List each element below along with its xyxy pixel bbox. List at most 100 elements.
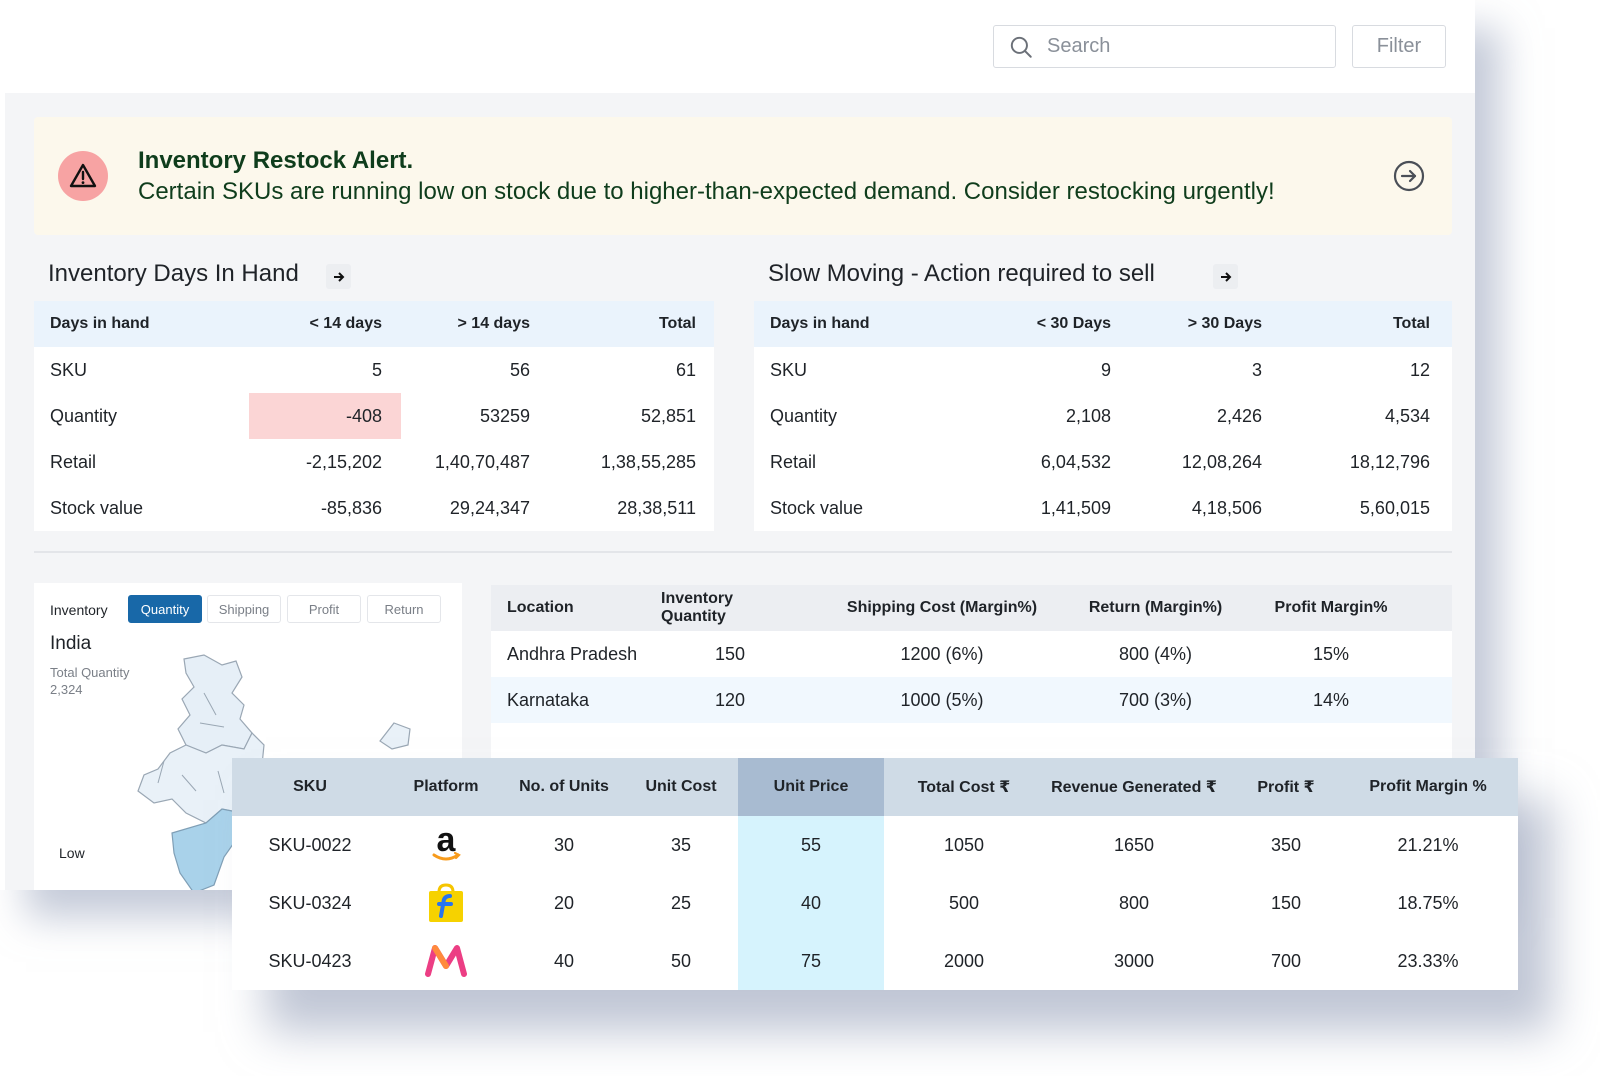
table-header: SKU Platform No. of Units Unit Cost Unit…: [232, 758, 1518, 816]
table-cell: 2,426: [1216, 405, 1262, 426]
table-cell: 14%: [1312, 689, 1350, 710]
india-map[interactable]: [124, 653, 424, 890]
search-input[interactable]: Search: [993, 25, 1336, 68]
table-cell: -2,15,202: [305, 451, 382, 472]
section-divider: [34, 551, 1452, 553]
table-row: Stock value -85,836 29,24,347 28,38,511: [34, 485, 714, 531]
margin-cell: 18.75%: [1397, 892, 1459, 913]
tab-return[interactable]: Return: [367, 595, 441, 623]
search-icon: [1010, 36, 1032, 58]
table-cell: 1000 (5%): [900, 689, 984, 710]
table-cell: 1,38,55,285: [600, 451, 696, 472]
map-region-north[interactable]: [177, 654, 253, 754]
country-name: India: [50, 633, 92, 654]
tab-profit[interactable]: Profit: [287, 595, 361, 623]
arrow-circle-right-icon[interactable]: [1393, 160, 1425, 192]
platform-cell: a: [388, 816, 504, 874]
header-cell: Total: [658, 315, 696, 332]
map-region-east[interactable]: [379, 722, 411, 750]
table-cell: -85,836: [320, 497, 382, 518]
header-cell: < 30 Days: [1036, 315, 1111, 332]
header-cell: > 30 Days: [1187, 315, 1262, 332]
header-cell: No. of Units: [519, 778, 609, 795]
sku-code: SKU-0423: [268, 950, 352, 971]
row-label: Stock value: [770, 497, 864, 518]
header-cell: Profit ₹: [1257, 779, 1315, 796]
table-header: Days in hand < 30 Days > 30 Days Total: [754, 301, 1452, 347]
profit-cell: 350: [1270, 834, 1302, 855]
table-row[interactable]: SKU-0423 40 50 75 2000 3000 700 23.33%: [232, 932, 1518, 990]
table-cell: 28,38,511: [617, 497, 696, 518]
header-cell: Revenue Generated ₹: [1051, 779, 1217, 796]
search-placeholder: Search: [1047, 35, 1111, 57]
header-cell: Days in hand: [50, 315, 150, 332]
days-in-hand-open-button[interactable]: [326, 264, 351, 289]
table-cell: 56: [509, 359, 530, 380]
alert-title: Inventory Restock Alert.: [138, 147, 414, 174]
table-row: SKU 5 56 61: [34, 347, 714, 393]
slow-moving-open-button[interactable]: [1213, 264, 1238, 289]
table-row[interactable]: SKU-0022 a 30 35 55 1050 1650 350 21.21%: [232, 816, 1518, 874]
table-cell: 700 (3%): [1118, 689, 1193, 710]
profit-cell: 150: [1270, 892, 1302, 913]
table-cell: 1,40,70,487: [434, 451, 530, 472]
header-cell: SKU: [293, 778, 327, 795]
dashboard-window: Search Filter Inventory Restock Alert. C…: [5, 25, 1475, 890]
unit-cost-cell: 50: [670, 950, 692, 971]
header-cell: Unit Cost: [645, 778, 717, 795]
table-cell: 1,41,509: [1040, 497, 1111, 518]
warning-icon: [58, 151, 108, 201]
units-cell: 20: [553, 892, 575, 913]
table-cell: 53259: [479, 405, 530, 426]
revenue-cell: 1650: [1113, 834, 1155, 855]
header-cell: Profit Margin %: [1369, 778, 1487, 795]
tab-shipping[interactable]: Shipping: [207, 595, 281, 623]
table-row[interactable]: Karnataka 120 1000 (5%) 700 (3%) 14%: [491, 677, 1452, 723]
unit-price-cell: 75: [738, 932, 884, 990]
margin-cell: 23.33%: [1397, 950, 1459, 971]
days-in-hand-title: Inventory Days In Hand: [48, 260, 299, 287]
margin-cell: 21.21%: [1397, 834, 1459, 855]
unit-price-cell: 55: [738, 816, 884, 874]
slow-moving-table: Days in hand < 30 Days > 30 Days Total S…: [754, 301, 1452, 531]
unit-cost-cell: 35: [670, 834, 692, 855]
row-label: Stock value: [50, 497, 144, 518]
table-cell: 120: [714, 689, 746, 710]
table-cell: 5: [371, 359, 382, 380]
table-cell: 12,08,264: [1181, 451, 1262, 472]
table-cell: 150: [714, 643, 746, 664]
total-cost-cell: 500: [948, 892, 980, 913]
inventory-label: Inventory: [50, 602, 108, 618]
tab-quantity[interactable]: Quantity: [128, 595, 202, 623]
header-cell-highlighted: Unit Price: [738, 758, 884, 816]
table-row[interactable]: Andhra Pradesh 150 1200 (6%) 800 (4%) 15…: [491, 631, 1452, 677]
map-region-south[interactable]: [171, 808, 243, 890]
location-name: Andhra Pradesh: [507, 643, 638, 664]
header-cell: Profit Margin%: [1274, 599, 1388, 616]
table-row: Quantity -408 53259 52,851: [34, 393, 714, 439]
table-row: Retail 6,04,532 12,08,264 18,12,796: [754, 439, 1452, 485]
table-row: SKU 9 3 12: [754, 347, 1452, 393]
table-cell: 15%: [1312, 643, 1350, 664]
table-cell: 800 (4%): [1118, 643, 1193, 664]
filter-button[interactable]: Filter: [1352, 25, 1446, 68]
units-cell: 40: [553, 950, 575, 971]
table-cell: 6,04,532: [1040, 451, 1111, 472]
unit-cost-cell: 25: [670, 892, 692, 913]
table-cell: 61: [675, 359, 696, 380]
header-cell: Shipping Cost (Margin%): [846, 599, 1038, 616]
row-label: SKU: [50, 359, 88, 380]
table-row[interactable]: SKU-0324 20 25 40 500 800 150 18.75%: [232, 874, 1518, 932]
table-header: Location Inventory Quantity Shipping Cos…: [491, 585, 1452, 631]
table-cell: 4,534: [1384, 405, 1430, 426]
table-cell: 12: [1409, 359, 1430, 380]
legend-low-label: Low: [59, 845, 85, 861]
sku-code: SKU-0022: [268, 834, 352, 855]
alert-message: Certain SKUs are running low on stock du…: [138, 178, 1275, 205]
sku-code: SKU-0324: [268, 892, 352, 913]
total-cost-cell: 1050: [943, 834, 985, 855]
table-cell: 5,60,015: [1359, 497, 1430, 518]
row-label: Quantity: [50, 405, 118, 426]
header-cell: Return (Margin%): [1088, 599, 1223, 616]
arrow-right-icon: [1220, 271, 1231, 282]
